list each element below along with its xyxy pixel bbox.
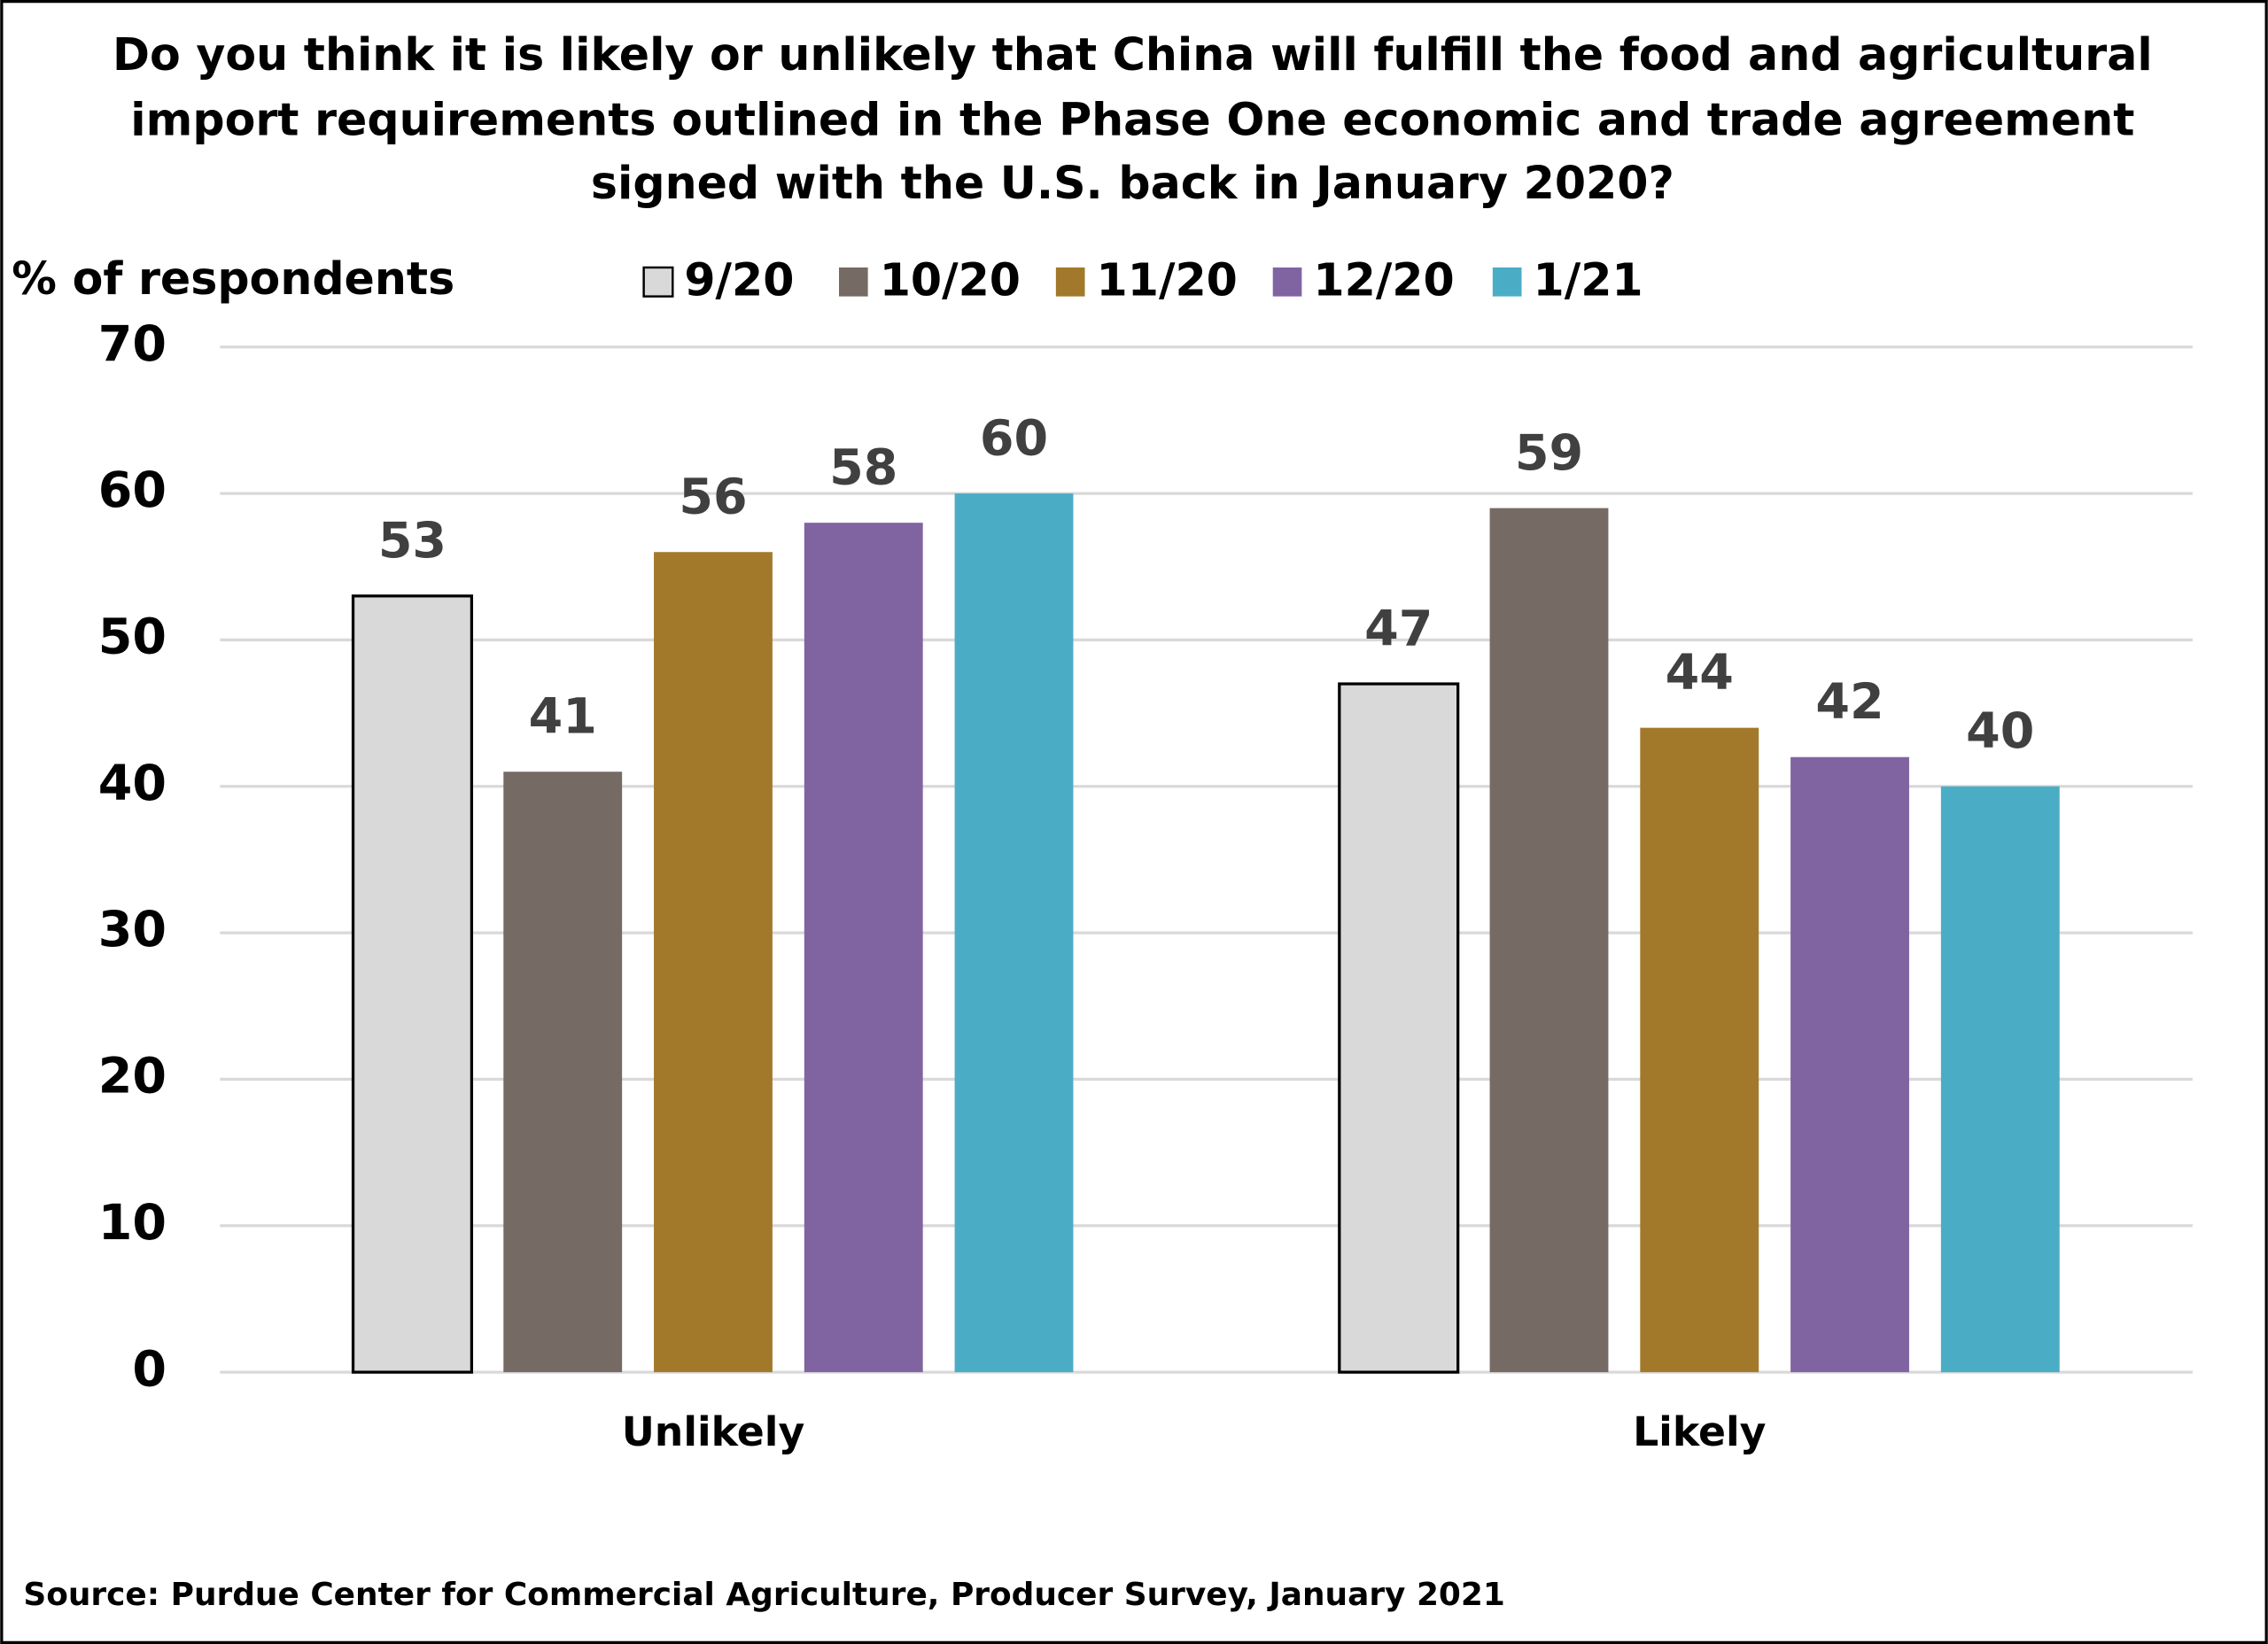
legend-label: 11/20 [1097, 253, 1238, 306]
y-tick-label: 0 [132, 1340, 167, 1398]
bar [1489, 508, 1609, 1373]
bar [503, 772, 623, 1373]
legend-label: 1/21 [1534, 253, 1643, 306]
value-label: 59 [1515, 424, 1583, 482]
x-tick-label: Likely [1633, 1408, 1766, 1455]
y-tick-label: 20 [98, 1048, 167, 1105]
chart-title: import requirements outlined in the Phas… [130, 93, 2134, 145]
bar [1640, 727, 1759, 1373]
value-label: 44 [1666, 644, 1734, 702]
bar [1940, 786, 2060, 1373]
y-tick-label: 30 [98, 901, 167, 958]
legend-swatch [642, 266, 674, 298]
x-tick-label: Unlikely [622, 1408, 805, 1455]
chart-title: Do you think it is likely or unlikely th… [113, 28, 2153, 81]
legend-label: 10/20 [880, 253, 1021, 306]
y-tick-label: 10 [98, 1194, 167, 1252]
y-tick-label: 40 [98, 755, 167, 812]
source: Source: Purdue Center for Commercial Agr… [23, 1577, 1505, 1613]
value-label: 56 [679, 469, 747, 526]
legend-swatch [1055, 267, 1085, 297]
value-label: 60 [980, 409, 1048, 467]
value-label: 53 [378, 512, 447, 570]
y-tick-label: 60 [98, 461, 167, 519]
legend-label: 9/20 [684, 253, 794, 306]
value-label: 58 [829, 439, 897, 497]
bar [954, 493, 1074, 1373]
bar [351, 594, 474, 1374]
y-axis-label: % of respondents [12, 252, 454, 305]
value-label: 47 [1364, 600, 1433, 657]
bar [1338, 682, 1460, 1374]
bar [654, 552, 773, 1373]
legend-swatch [1492, 267, 1522, 297]
y-tick-label: 70 [98, 315, 167, 373]
legend-swatch [1272, 267, 1302, 297]
legend-label: 12/20 [1313, 253, 1454, 306]
value-label: 40 [1966, 702, 2034, 760]
legend-swatch [838, 267, 868, 297]
value-label: 42 [1815, 673, 1884, 731]
value-label: 41 [529, 688, 597, 746]
y-tick-label: 50 [98, 609, 167, 666]
bar [1790, 756, 1909, 1373]
chart-title: signed with the U.S. back in January 202… [591, 157, 1674, 209]
bar [804, 523, 923, 1373]
